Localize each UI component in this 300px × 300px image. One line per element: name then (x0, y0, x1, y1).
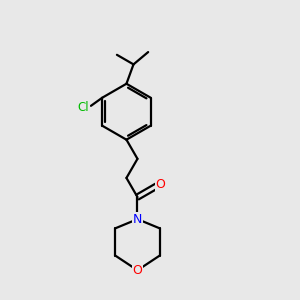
Text: O: O (133, 264, 142, 277)
Text: N: N (133, 213, 142, 226)
Text: Cl: Cl (77, 101, 89, 114)
Text: O: O (155, 178, 165, 191)
